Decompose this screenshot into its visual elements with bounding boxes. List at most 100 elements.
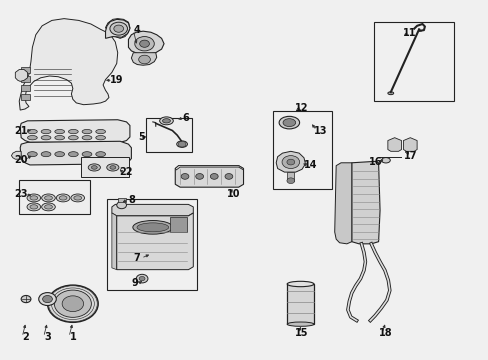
Text: 1: 1 [69,332,76,342]
Polygon shape [15,69,27,81]
Ellipse shape [82,130,92,134]
Text: 17: 17 [403,150,416,161]
Text: 22: 22 [120,167,133,177]
Bar [146,118,192,152]
Ellipse shape [106,164,119,171]
Ellipse shape [133,221,172,234]
Polygon shape [19,19,130,110]
Circle shape [224,174,232,179]
Bar [81,157,129,177]
Ellipse shape [96,135,105,140]
Ellipse shape [55,135,64,140]
Circle shape [140,40,149,47]
Ellipse shape [381,158,389,163]
Text: 13: 13 [313,126,326,135]
Polygon shape [403,138,416,151]
Circle shape [181,174,188,179]
Circle shape [42,296,52,303]
Ellipse shape [88,164,100,171]
Ellipse shape [30,196,38,200]
Ellipse shape [176,141,187,147]
Ellipse shape [55,152,64,157]
Polygon shape [112,204,193,216]
Text: 21: 21 [14,126,28,135]
Text: 18: 18 [378,328,392,338]
Ellipse shape [44,196,52,200]
Ellipse shape [71,194,84,202]
Text: 4: 4 [134,25,141,35]
Circle shape [195,174,203,179]
Bar [21,76,30,82]
Circle shape [62,296,83,312]
Text: 12: 12 [295,103,308,113]
Bar [373,22,453,101]
Text: 3: 3 [44,332,51,342]
Ellipse shape [41,130,51,134]
Polygon shape [20,141,131,165]
Ellipse shape [68,152,78,157]
Polygon shape [131,53,157,65]
Circle shape [286,159,294,165]
Polygon shape [118,198,125,202]
Bar [272,111,331,189]
Ellipse shape [41,135,51,140]
Ellipse shape [286,281,313,287]
Ellipse shape [30,205,38,209]
Bar [107,199,197,291]
Text: 2: 2 [22,332,29,342]
Ellipse shape [91,166,97,169]
Text: 14: 14 [304,160,317,170]
Ellipse shape [59,196,67,200]
Ellipse shape [27,194,41,202]
Polygon shape [387,138,401,151]
Circle shape [117,202,126,209]
Polygon shape [276,151,305,172]
Polygon shape [112,213,117,270]
Polygon shape [20,120,130,142]
Ellipse shape [41,194,55,202]
Circle shape [54,290,91,318]
Bar [21,85,30,91]
Ellipse shape [96,152,105,157]
Ellipse shape [56,194,70,202]
Bar [19,180,90,214]
Circle shape [39,293,56,306]
Ellipse shape [68,130,78,134]
Text: 7: 7 [134,253,141,263]
Ellipse shape [96,130,105,134]
Circle shape [136,274,148,283]
Ellipse shape [286,322,313,326]
Ellipse shape [41,203,55,211]
Text: 5: 5 [138,132,144,142]
Polygon shape [351,161,379,244]
Circle shape [178,141,185,147]
Ellipse shape [137,223,168,232]
Ellipse shape [44,205,52,209]
Polygon shape [11,151,21,159]
Circle shape [114,25,123,32]
Polygon shape [105,19,130,39]
Polygon shape [334,163,351,244]
Ellipse shape [159,117,173,125]
Ellipse shape [68,135,78,140]
Circle shape [210,174,218,179]
Text: 8: 8 [128,195,135,205]
Circle shape [110,22,127,35]
Text: 11: 11 [402,28,415,38]
Bar [170,217,187,232]
Ellipse shape [283,119,295,127]
Text: 20: 20 [14,155,28,165]
Text: 9: 9 [131,278,138,288]
Ellipse shape [55,130,64,134]
Text: 6: 6 [182,113,189,123]
Ellipse shape [41,152,51,157]
Ellipse shape [27,152,37,157]
Ellipse shape [74,196,81,200]
Ellipse shape [82,135,92,140]
Circle shape [135,37,154,51]
Circle shape [286,178,294,184]
Circle shape [21,296,31,303]
Ellipse shape [82,152,92,157]
Text: 10: 10 [226,189,240,199]
Ellipse shape [27,203,41,211]
